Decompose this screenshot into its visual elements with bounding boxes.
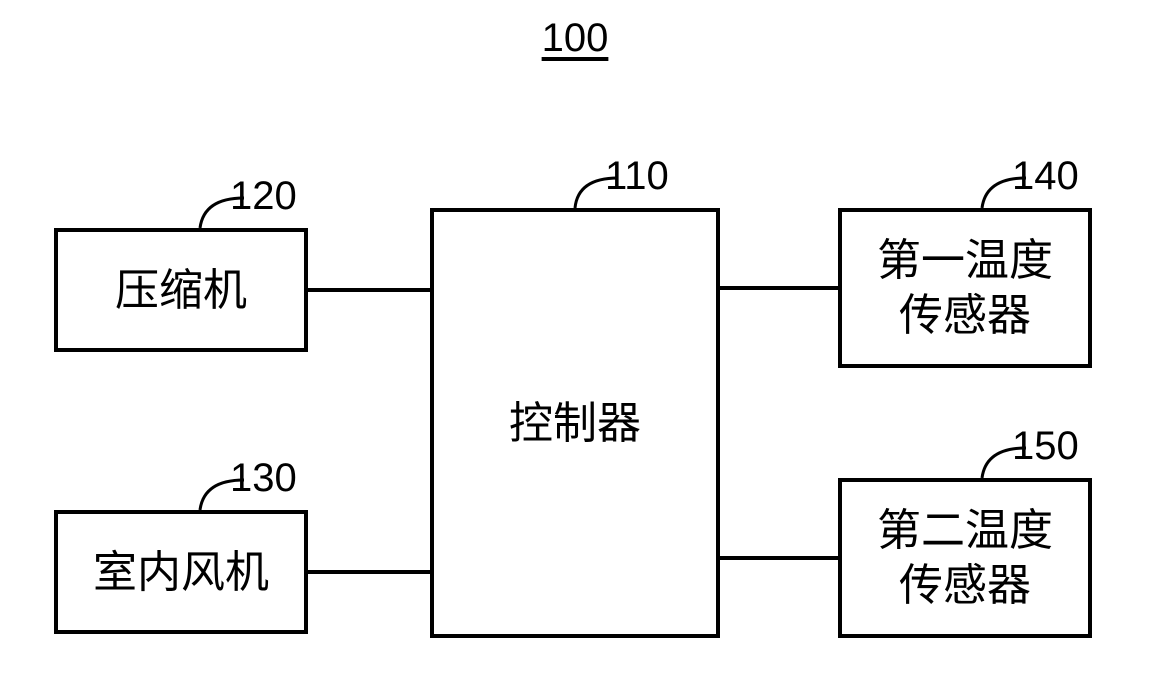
ref-label-140: 140 bbox=[1012, 154, 1079, 199]
box-first-temp-sensor: 第一温度 传感器 bbox=[838, 208, 1092, 368]
box-controller-label: 控制器 bbox=[509, 396, 641, 451]
box-compressor-label: 压缩机 bbox=[115, 263, 247, 318]
box-second-temp-sensor-label: 第二温度 传感器 bbox=[877, 503, 1053, 613]
box-indoor-fan: 室内风机 bbox=[54, 510, 308, 634]
figure-number: 100 bbox=[530, 16, 620, 61]
box-first-temp-sensor-label: 第一温度 传感器 bbox=[877, 233, 1053, 343]
box-controller: 控制器 bbox=[430, 208, 720, 638]
box-compressor: 压缩机 bbox=[54, 228, 308, 352]
ref-label-130: 130 bbox=[230, 456, 297, 501]
box-indoor-fan-label: 室内风机 bbox=[93, 545, 269, 600]
ref-label-110: 110 bbox=[605, 154, 669, 199]
diagram-canvas: 100 压缩机 室内风机 控制器 第一温度 传感器 第二温度 传感器 110 1… bbox=[0, 0, 1149, 692]
box-second-temp-sensor: 第二温度 传感器 bbox=[838, 478, 1092, 638]
ref-label-150: 150 bbox=[1012, 424, 1079, 469]
ref-label-120: 120 bbox=[230, 174, 297, 219]
